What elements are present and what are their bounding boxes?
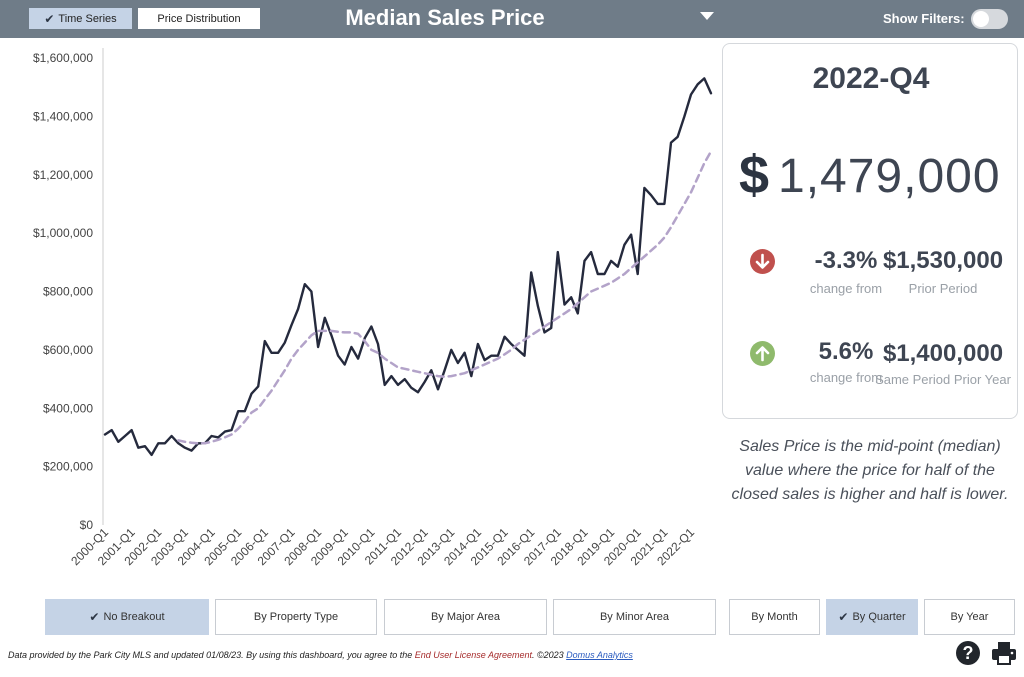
same-period-label: Same Period Prior Year: [875, 372, 1011, 387]
by-quarter-button[interactable]: ✔ By Quarter: [826, 599, 918, 635]
y-tick-label: $0: [80, 518, 94, 532]
by-month-button[interactable]: By Month: [729, 599, 820, 635]
tab-time-series[interactable]: ✔ Time Series: [29, 8, 132, 29]
prior-period-label: Prior Period: [908, 281, 978, 296]
check-icon: ✔: [838, 610, 849, 624]
chevron-down-icon[interactable]: [700, 12, 714, 20]
prior-period-caption: change from: [809, 281, 883, 296]
by-property-type-button[interactable]: By Property Type: [215, 599, 377, 635]
by-month-label: By Month: [751, 611, 798, 623]
prior-period-change: -3.3%: [814, 247, 878, 274]
eula-link[interactable]: End User License Agreement: [414, 650, 532, 660]
tab-time-series-label: Time Series: [58, 12, 117, 25]
y-tick-label: $1,600,000: [33, 51, 93, 65]
prior-period-amount: $1,530,000: [882, 247, 1004, 274]
by-major-area-button[interactable]: By Major Area: [384, 599, 547, 635]
dollar-icon: $: [739, 145, 770, 205]
footer-disclaimer: Data provided by the Park City MLS and u…: [8, 650, 633, 660]
y-tick-label: $400,000: [43, 401, 93, 415]
y-tick-label: $800,000: [43, 285, 93, 299]
by-year-button[interactable]: By Year: [924, 599, 1015, 635]
y-tick-label: $1,000,000: [33, 226, 93, 240]
tab-price-distribution[interactable]: Price Distribution: [138, 8, 260, 29]
footer-text: Data provided by the Park City MLS and u…: [8, 650, 415, 660]
same-period-caption: change from: [809, 370, 883, 385]
arrow-down-icon: [750, 249, 775, 274]
help-icon[interactable]: ?: [956, 641, 980, 665]
no-breakout-label: No Breakout: [103, 611, 165, 623]
same-period-amount: $1,400,000: [882, 340, 1004, 367]
kpi-card: 2022-Q4 $ 1,479,000 -3.3% change from $1…: [722, 43, 1018, 419]
no-breakout-button[interactable]: ✔ No Breakout: [45, 599, 209, 635]
page-title: Median Sales Price: [345, 5, 545, 30]
by-minor-area-label: By Minor Area: [599, 611, 670, 623]
check-icon: ✔: [44, 11, 55, 26]
same-period-change: 5.6%: [818, 338, 874, 365]
show-filters-label: Show Filters:: [883, 11, 965, 26]
by-property-type-label: By Property Type: [253, 611, 339, 623]
domus-link[interactable]: Domus Analytics: [566, 650, 633, 660]
y-tick-label: $200,000: [43, 460, 93, 474]
by-year-label: By Year: [950, 611, 989, 623]
show-filters-toggle[interactable]: [971, 9, 1008, 29]
median-price-line: [103, 77, 713, 457]
chart-svg: $0 $200,000 $400,000 $600,000 $800,000 $1,000…: [33, 48, 713, 568]
by-quarter-label: By Quarter: [852, 611, 906, 623]
y-tick-label: $1,200,000: [33, 168, 93, 182]
arrow-up-icon: [750, 341, 775, 366]
kpi-value: 1,479,000: [778, 150, 1001, 203]
check-icon: ✔: [89, 610, 100, 624]
toggle-knob: [973, 11, 989, 27]
by-major-area-label: By Major Area: [430, 611, 501, 623]
trend-line-dashed: [177, 150, 713, 445]
median-price-chart: $0 $200,000 $400,000 $600,000 $800,000 $1,000…: [0, 38, 720, 588]
y-tick-label: $600,000: [43, 343, 93, 357]
print-icon[interactable]: [991, 641, 1017, 665]
by-minor-area-button[interactable]: By Minor Area: [553, 599, 716, 635]
tab-price-distribution-label: Price Distribution: [157, 12, 241, 25]
y-tick-label: $1,400,000: [33, 109, 93, 123]
kpi-period: 2022-Q4: [812, 62, 930, 95]
footer-text-middle: . ©2023: [532, 650, 567, 660]
metric-description: Sales Price is the mid-point (median) va…: [731, 438, 1009, 503]
